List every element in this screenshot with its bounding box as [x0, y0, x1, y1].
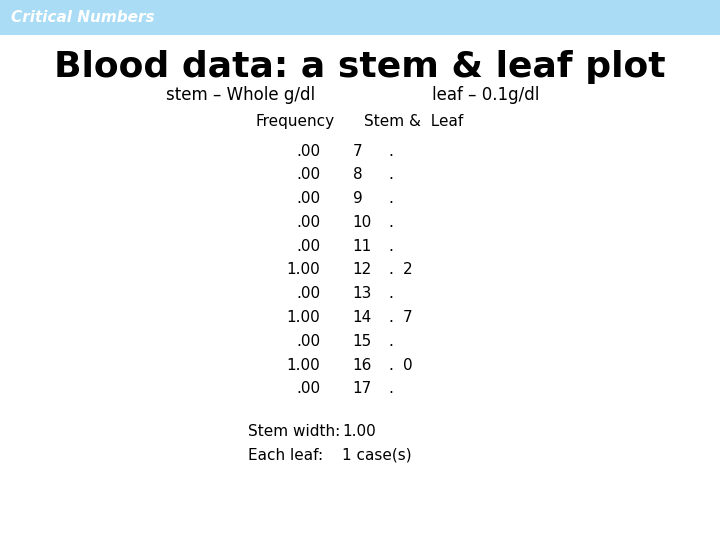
Text: 1.00: 1.00 — [287, 357, 320, 373]
Text: 0: 0 — [403, 357, 413, 373]
Text: 12: 12 — [353, 262, 372, 278]
Text: .: . — [389, 144, 394, 159]
Text: .: . — [389, 215, 394, 230]
Text: .00: .00 — [296, 191, 320, 206]
Text: 9: 9 — [353, 191, 363, 206]
Text: 2: 2 — [403, 262, 413, 278]
Text: .00: .00 — [296, 167, 320, 183]
Text: .00: .00 — [296, 239, 320, 254]
Text: 7: 7 — [353, 144, 362, 159]
Text: Critical Numbers: Critical Numbers — [11, 10, 154, 25]
Text: .: . — [389, 357, 394, 373]
Text: Each leaf:: Each leaf: — [248, 448, 323, 463]
Text: .00: .00 — [296, 144, 320, 159]
Text: .: . — [389, 334, 394, 349]
Text: leaf – 0.1g/dl: leaf – 0.1g/dl — [432, 85, 539, 104]
Text: 7: 7 — [403, 310, 413, 325]
Text: 8: 8 — [353, 167, 362, 183]
Text: stem – Whole g/dl: stem – Whole g/dl — [166, 85, 315, 104]
Text: .: . — [389, 167, 394, 183]
Text: .00: .00 — [296, 334, 320, 349]
Text: Stem &  Leaf: Stem & Leaf — [364, 114, 463, 129]
Text: 11: 11 — [353, 239, 372, 254]
Text: 15: 15 — [353, 334, 372, 349]
Text: 13: 13 — [353, 286, 372, 301]
Text: .00: .00 — [296, 286, 320, 301]
Text: 1 case(s): 1 case(s) — [342, 448, 412, 463]
Text: .: . — [389, 381, 394, 396]
Text: Frequency: Frequency — [256, 114, 335, 129]
Text: Blood data: a stem & leaf plot: Blood data: a stem & leaf plot — [54, 51, 666, 84]
Text: 10: 10 — [353, 215, 372, 230]
Text: 16: 16 — [353, 357, 372, 373]
Text: 17: 17 — [353, 381, 372, 396]
Text: Stem width:: Stem width: — [248, 424, 341, 439]
Text: .: . — [389, 286, 394, 301]
Text: .: . — [389, 310, 394, 325]
Text: 1.00: 1.00 — [287, 262, 320, 278]
Text: 14: 14 — [353, 310, 372, 325]
Text: .: . — [389, 262, 394, 278]
Text: 1.00: 1.00 — [342, 424, 376, 439]
Text: .00: .00 — [296, 215, 320, 230]
Text: .: . — [389, 239, 394, 254]
Text: .00: .00 — [296, 381, 320, 396]
Text: .: . — [389, 191, 394, 206]
Text: 1.00: 1.00 — [287, 310, 320, 325]
